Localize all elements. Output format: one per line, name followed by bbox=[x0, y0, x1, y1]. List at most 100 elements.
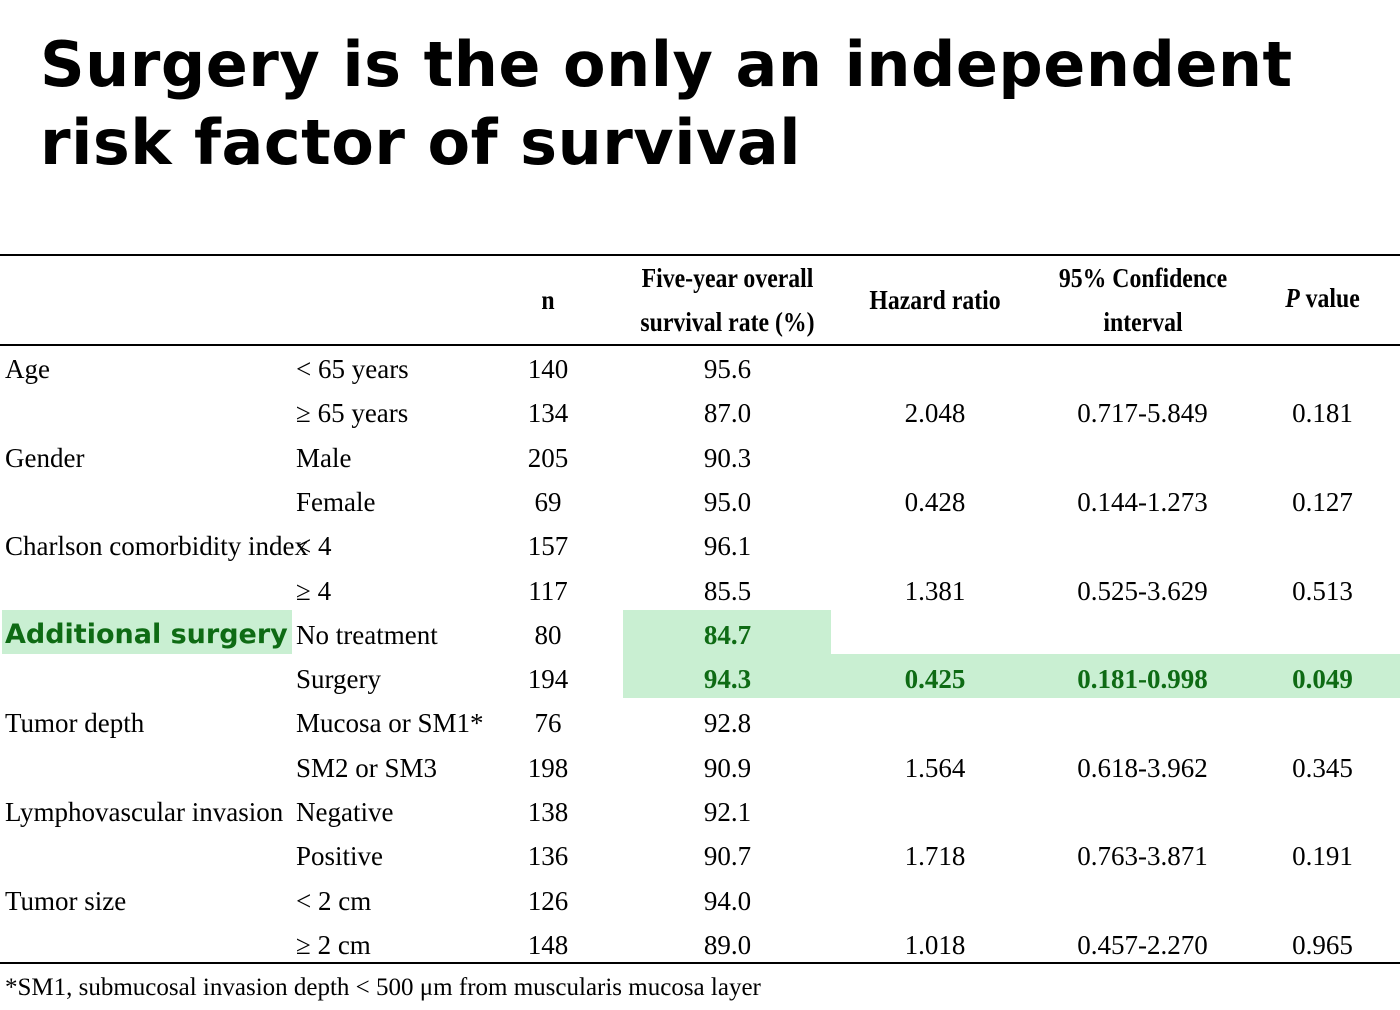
row-n: 194 bbox=[527, 664, 569, 694]
row-confidence-interval bbox=[1040, 701, 1245, 745]
row-confidence-interval bbox=[1040, 790, 1245, 834]
row-category: SM2 or SM3 bbox=[296, 753, 438, 783]
header-hazard-ratio: Hazard ratio bbox=[869, 285, 1001, 315]
row-n: 205 bbox=[527, 443, 569, 473]
row-n: 198 bbox=[527, 753, 569, 783]
header-ci-line2: interval bbox=[1103, 307, 1183, 337]
row-p-value: 0.181 bbox=[1292, 398, 1353, 428]
row-survival-rate: 95.6 bbox=[703, 354, 752, 384]
highlight-surgery-row bbox=[623, 654, 1400, 698]
row-confidence-interval: 0.618-3.962 bbox=[1077, 753, 1208, 783]
row-hazard-ratio: 2.048 bbox=[904, 398, 966, 428]
row-survival-rate: 84.7 bbox=[703, 620, 752, 650]
footnote: *SM1, submucosal invasion depth < 500 μm… bbox=[5, 974, 761, 1001]
row-hazard-ratio bbox=[860, 701, 1010, 745]
row-category: ≥ 65 years bbox=[296, 398, 409, 428]
header-survival-rate-line2: survival rate (%) bbox=[640, 307, 815, 337]
highlight-additional-surgery-label bbox=[2, 610, 292, 654]
row-p-value bbox=[1260, 347, 1385, 391]
row-n: 148 bbox=[527, 930, 569, 960]
row-hazard-ratio: 1.018 bbox=[904, 930, 966, 960]
row-confidence-interval bbox=[1040, 347, 1245, 391]
row-hazard-ratio bbox=[860, 613, 1010, 657]
row-p-value: 0.513 bbox=[1292, 576, 1353, 606]
header-survival-rate: Five-year overall survival rate (%) bbox=[615, 256, 839, 344]
row-p-value bbox=[1260, 879, 1385, 923]
table-top-rule bbox=[0, 254, 1400, 256]
row-p-value bbox=[1260, 701, 1385, 745]
row-variable: Lymphovascular invasion bbox=[5, 797, 284, 827]
row-hazard-ratio bbox=[860, 879, 1010, 923]
row-survival-rate: 87.0 bbox=[703, 398, 752, 428]
row-survival-rate: 89.0 bbox=[703, 930, 752, 960]
row-survival-rate: 85.5 bbox=[703, 576, 752, 606]
row-hazard-ratio: 1.718 bbox=[904, 841, 966, 871]
row-n: 117 bbox=[528, 576, 568, 606]
row-survival-rate: 90.3 bbox=[703, 443, 752, 473]
row-p-value: 0.127 bbox=[1292, 487, 1353, 517]
row-confidence-interval bbox=[1040, 436, 1245, 480]
row-n: 126 bbox=[527, 886, 569, 916]
row-confidence-interval: 0.525-3.629 bbox=[1077, 576, 1208, 606]
row-survival-rate: 90.9 bbox=[703, 753, 752, 783]
row-category: Positive bbox=[296, 841, 384, 871]
row-p-value bbox=[1260, 790, 1385, 834]
row-category: ≥ 4 bbox=[296, 576, 332, 606]
header-survival-rate-line1: Five-year overall bbox=[641, 263, 814, 293]
row-p-value bbox=[1260, 436, 1385, 480]
row-survival-rate: 94.0 bbox=[703, 886, 752, 916]
row-n: 76 bbox=[534, 708, 562, 738]
row-p-value: 0.049 bbox=[1292, 664, 1353, 694]
row-hazard-ratio: 1.564 bbox=[904, 753, 966, 783]
header-p-value: P value bbox=[1259, 276, 1387, 320]
header-confidence-interval: 95% Confidence interval bbox=[1037, 256, 1250, 344]
slide-title: Surgery is the only an independent risk … bbox=[40, 28, 1293, 179]
row-n: 157 bbox=[527, 531, 569, 561]
row-n: 140 bbox=[527, 354, 569, 384]
row-n: 134 bbox=[527, 398, 569, 428]
row-confidence-interval bbox=[1040, 613, 1245, 657]
row-category: ≥ 2 cm bbox=[296, 930, 371, 960]
row-confidence-interval: 0.763-3.871 bbox=[1077, 841, 1208, 871]
row-survival-rate: 95.0 bbox=[703, 487, 752, 517]
row-hazard-ratio bbox=[860, 436, 1010, 480]
header-p-italic: P bbox=[1285, 283, 1300, 313]
row-category: Mucosa or SM1* bbox=[296, 708, 484, 738]
row-confidence-interval bbox=[1040, 524, 1245, 568]
header-n: n bbox=[541, 285, 555, 315]
row-category: Negative bbox=[296, 797, 394, 827]
row-p-value bbox=[1260, 613, 1385, 657]
row-category: Female bbox=[296, 487, 376, 517]
row-category: < 4 bbox=[296, 531, 332, 561]
row-hazard-ratio bbox=[860, 347, 1010, 391]
table-header-rule bbox=[0, 344, 1400, 346]
row-survival-rate: 94.3 bbox=[703, 664, 752, 694]
table-bottom-rule bbox=[0, 962, 1400, 964]
row-p-value: 0.965 bbox=[1292, 930, 1353, 960]
row-category: Surgery bbox=[296, 664, 381, 694]
row-variable: Age bbox=[5, 354, 50, 384]
row-survival-rate: 92.8 bbox=[703, 708, 752, 738]
row-confidence-interval: 0.457-2.270 bbox=[1077, 930, 1208, 960]
row-hazard-ratio: 0.428 bbox=[904, 487, 966, 517]
row-n: 136 bbox=[527, 841, 569, 871]
row-confidence-interval bbox=[1040, 879, 1245, 923]
row-n: 80 bbox=[534, 620, 562, 650]
row-confidence-interval: 0.181-0.998 bbox=[1077, 664, 1208, 694]
row-variable: Charlson comorbidity index bbox=[5, 531, 308, 561]
row-hazard-ratio: 0.425 bbox=[904, 664, 966, 694]
row-survival-rate: 90.7 bbox=[703, 841, 752, 871]
row-category: No treatment bbox=[296, 620, 438, 650]
row-hazard-ratio bbox=[860, 524, 1010, 568]
row-hazard-ratio bbox=[860, 790, 1010, 834]
row-category: Male bbox=[296, 443, 352, 473]
row-variable: Tumor size bbox=[5, 886, 127, 916]
row-p-value: 0.345 bbox=[1292, 753, 1353, 783]
row-survival-rate: 92.1 bbox=[703, 797, 752, 827]
row-hazard-ratio: 1.381 bbox=[904, 576, 966, 606]
row-p-value: 0.191 bbox=[1292, 841, 1353, 871]
row-confidence-interval: 0.144-1.273 bbox=[1077, 487, 1208, 517]
row-variable: Gender bbox=[5, 443, 85, 473]
row-survival-rate: 96.1 bbox=[703, 531, 752, 561]
row-p-value bbox=[1260, 524, 1385, 568]
